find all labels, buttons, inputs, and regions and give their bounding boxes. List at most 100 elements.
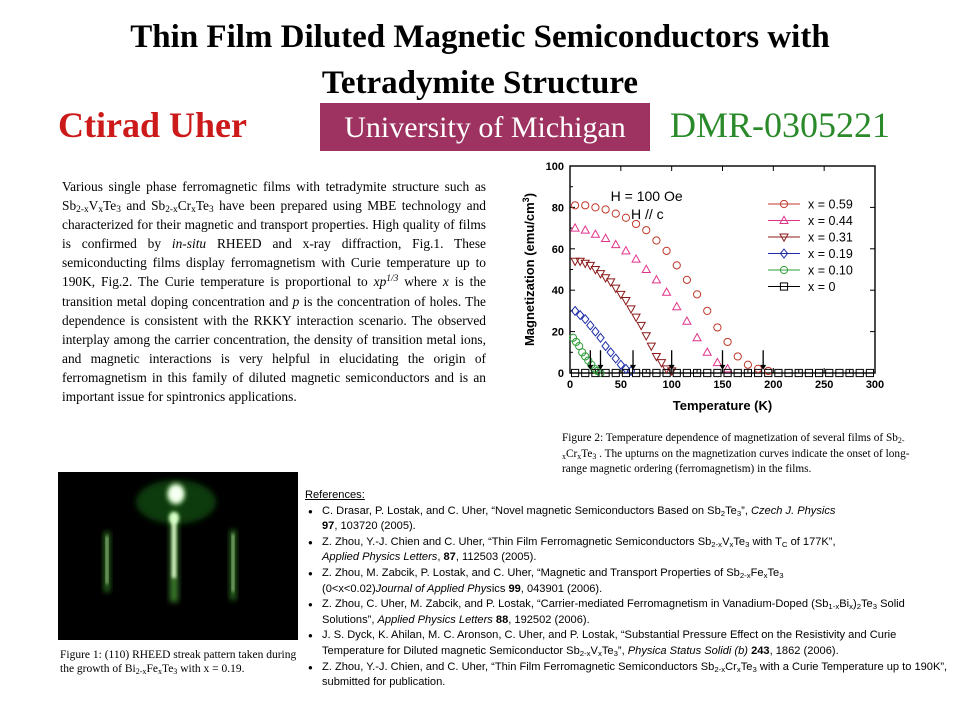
data-point [631, 313, 641, 323]
onset-arrow-head [760, 364, 767, 370]
x-tick-label: 300 [866, 379, 884, 391]
series-x-0-44 [570, 222, 733, 373]
x-tick-label: 50 [615, 379, 627, 391]
title-line-2: Tetradymite Structure [321, 65, 639, 101]
rheed-pattern-image [58, 472, 298, 640]
x-tick-label: 250 [815, 379, 833, 391]
data-point [581, 313, 590, 325]
data-point [722, 363, 733, 373]
legend-label: x = 0.31 [808, 231, 853, 245]
legend-label: x = 0.19 [808, 247, 853, 261]
legend-label: x = 0.59 [808, 198, 853, 212]
data-point [682, 316, 692, 325]
x-axis-label: Temperature (K) [673, 398, 772, 413]
data-point [641, 264, 652, 273]
data-point [713, 323, 722, 332]
x-tick-label: 100 [662, 379, 680, 391]
data-point [723, 337, 732, 347]
data-point [581, 352, 590, 361]
y-tick-label: 40 [552, 285, 564, 297]
y-tick-label: 100 [546, 161, 564, 173]
data-point [651, 274, 662, 284]
figure2-caption: Figure 2: Temperature dependence of magn… [562, 432, 910, 475]
data-point [692, 290, 702, 299]
data-point [570, 368, 580, 378]
data-point [753, 368, 763, 378]
data-point [621, 363, 631, 375]
reference-item: C. Drasar, P. Lostak, and C. Uher, “Nove… [305, 504, 955, 535]
data-point [610, 239, 621, 249]
data-point [682, 368, 692, 378]
legend-marker [779, 282, 789, 291]
legend-label: x = 0.44 [808, 214, 853, 228]
data-point [580, 224, 591, 234]
annotation-orientation: H // c [631, 206, 664, 222]
data-point [804, 368, 814, 378]
data-point [616, 359, 626, 370]
data-point [743, 360, 753, 369]
data-point [652, 236, 661, 245]
data-point [626, 305, 636, 315]
onset-arrow-head [587, 364, 594, 370]
data-point [601, 368, 610, 378]
data-point [642, 368, 651, 378]
references-section: References: C. Drasar, P. Lostak, and C.… [305, 488, 955, 691]
data-point [570, 201, 580, 210]
data-point [733, 352, 742, 361]
data-point [570, 222, 580, 232]
y-tick-label: 0 [558, 368, 564, 380]
data-point [595, 270, 606, 279]
reference-item: Z. Zhou, Y.-J. Chien and C. Uher, “Thin … [305, 535, 955, 566]
reference-item: J. S. Dyck, K. Ahilan, M. C. Aronson, C.… [305, 628, 955, 659]
data-point [621, 368, 631, 378]
data-point [631, 219, 641, 229]
data-point [825, 368, 834, 378]
legend-label: x = 0.10 [808, 264, 853, 278]
series-x-0 [570, 368, 875, 378]
data-point [636, 321, 647, 331]
data-point [753, 364, 763, 373]
grant-number: DMR-0305221 [670, 105, 891, 145]
legend-marker [779, 233, 789, 243]
body-paragraph: Various single phase ferromagnetic films… [62, 179, 487, 405]
data-point [631, 253, 641, 263]
legend-marker [779, 248, 789, 259]
data-point [631, 368, 641, 378]
magnetization-chart: 0 50 100 150 200 250 300 0 20 40 60 80 100 Temperatur… [521, 161, 884, 413]
data-point [587, 360, 596, 369]
data-point [702, 347, 713, 356]
y-tick-label: 80 [552, 202, 564, 214]
data-point [596, 332, 605, 343]
data-point [646, 342, 657, 352]
series-x-0-10 [568, 333, 605, 378]
data-point [682, 275, 692, 284]
data-point [600, 233, 611, 242]
data-point [575, 309, 585, 321]
data-point [661, 287, 672, 296]
onset-arrow-head [668, 364, 675, 370]
data-point [601, 205, 610, 214]
data-point [845, 368, 854, 378]
onset-arrow-head [630, 364, 637, 370]
x-tick-label: 150 [713, 379, 731, 391]
data-point [662, 246, 671, 255]
data-point [662, 368, 671, 378]
data-point [835, 368, 844, 378]
data-point [584, 356, 593, 365]
data-point [570, 305, 580, 317]
y-tick-label: 60 [552, 244, 564, 256]
reference-item: Z. Zhou, C. Uher, M. Zabcik, and P. Lost… [305, 597, 955, 628]
data-point [764, 368, 773, 378]
onset-arrow-head [597, 364, 604, 370]
data-point [581, 368, 590, 378]
data-point [651, 352, 662, 362]
legend-marker [779, 199, 789, 209]
x-tick-label: 200 [764, 379, 782, 391]
data-point [581, 201, 590, 210]
data-point [610, 284, 621, 294]
data-point [611, 353, 620, 364]
data-point [578, 348, 587, 357]
data-point [733, 368, 742, 378]
data-point [743, 368, 753, 378]
data-point [641, 332, 652, 341]
